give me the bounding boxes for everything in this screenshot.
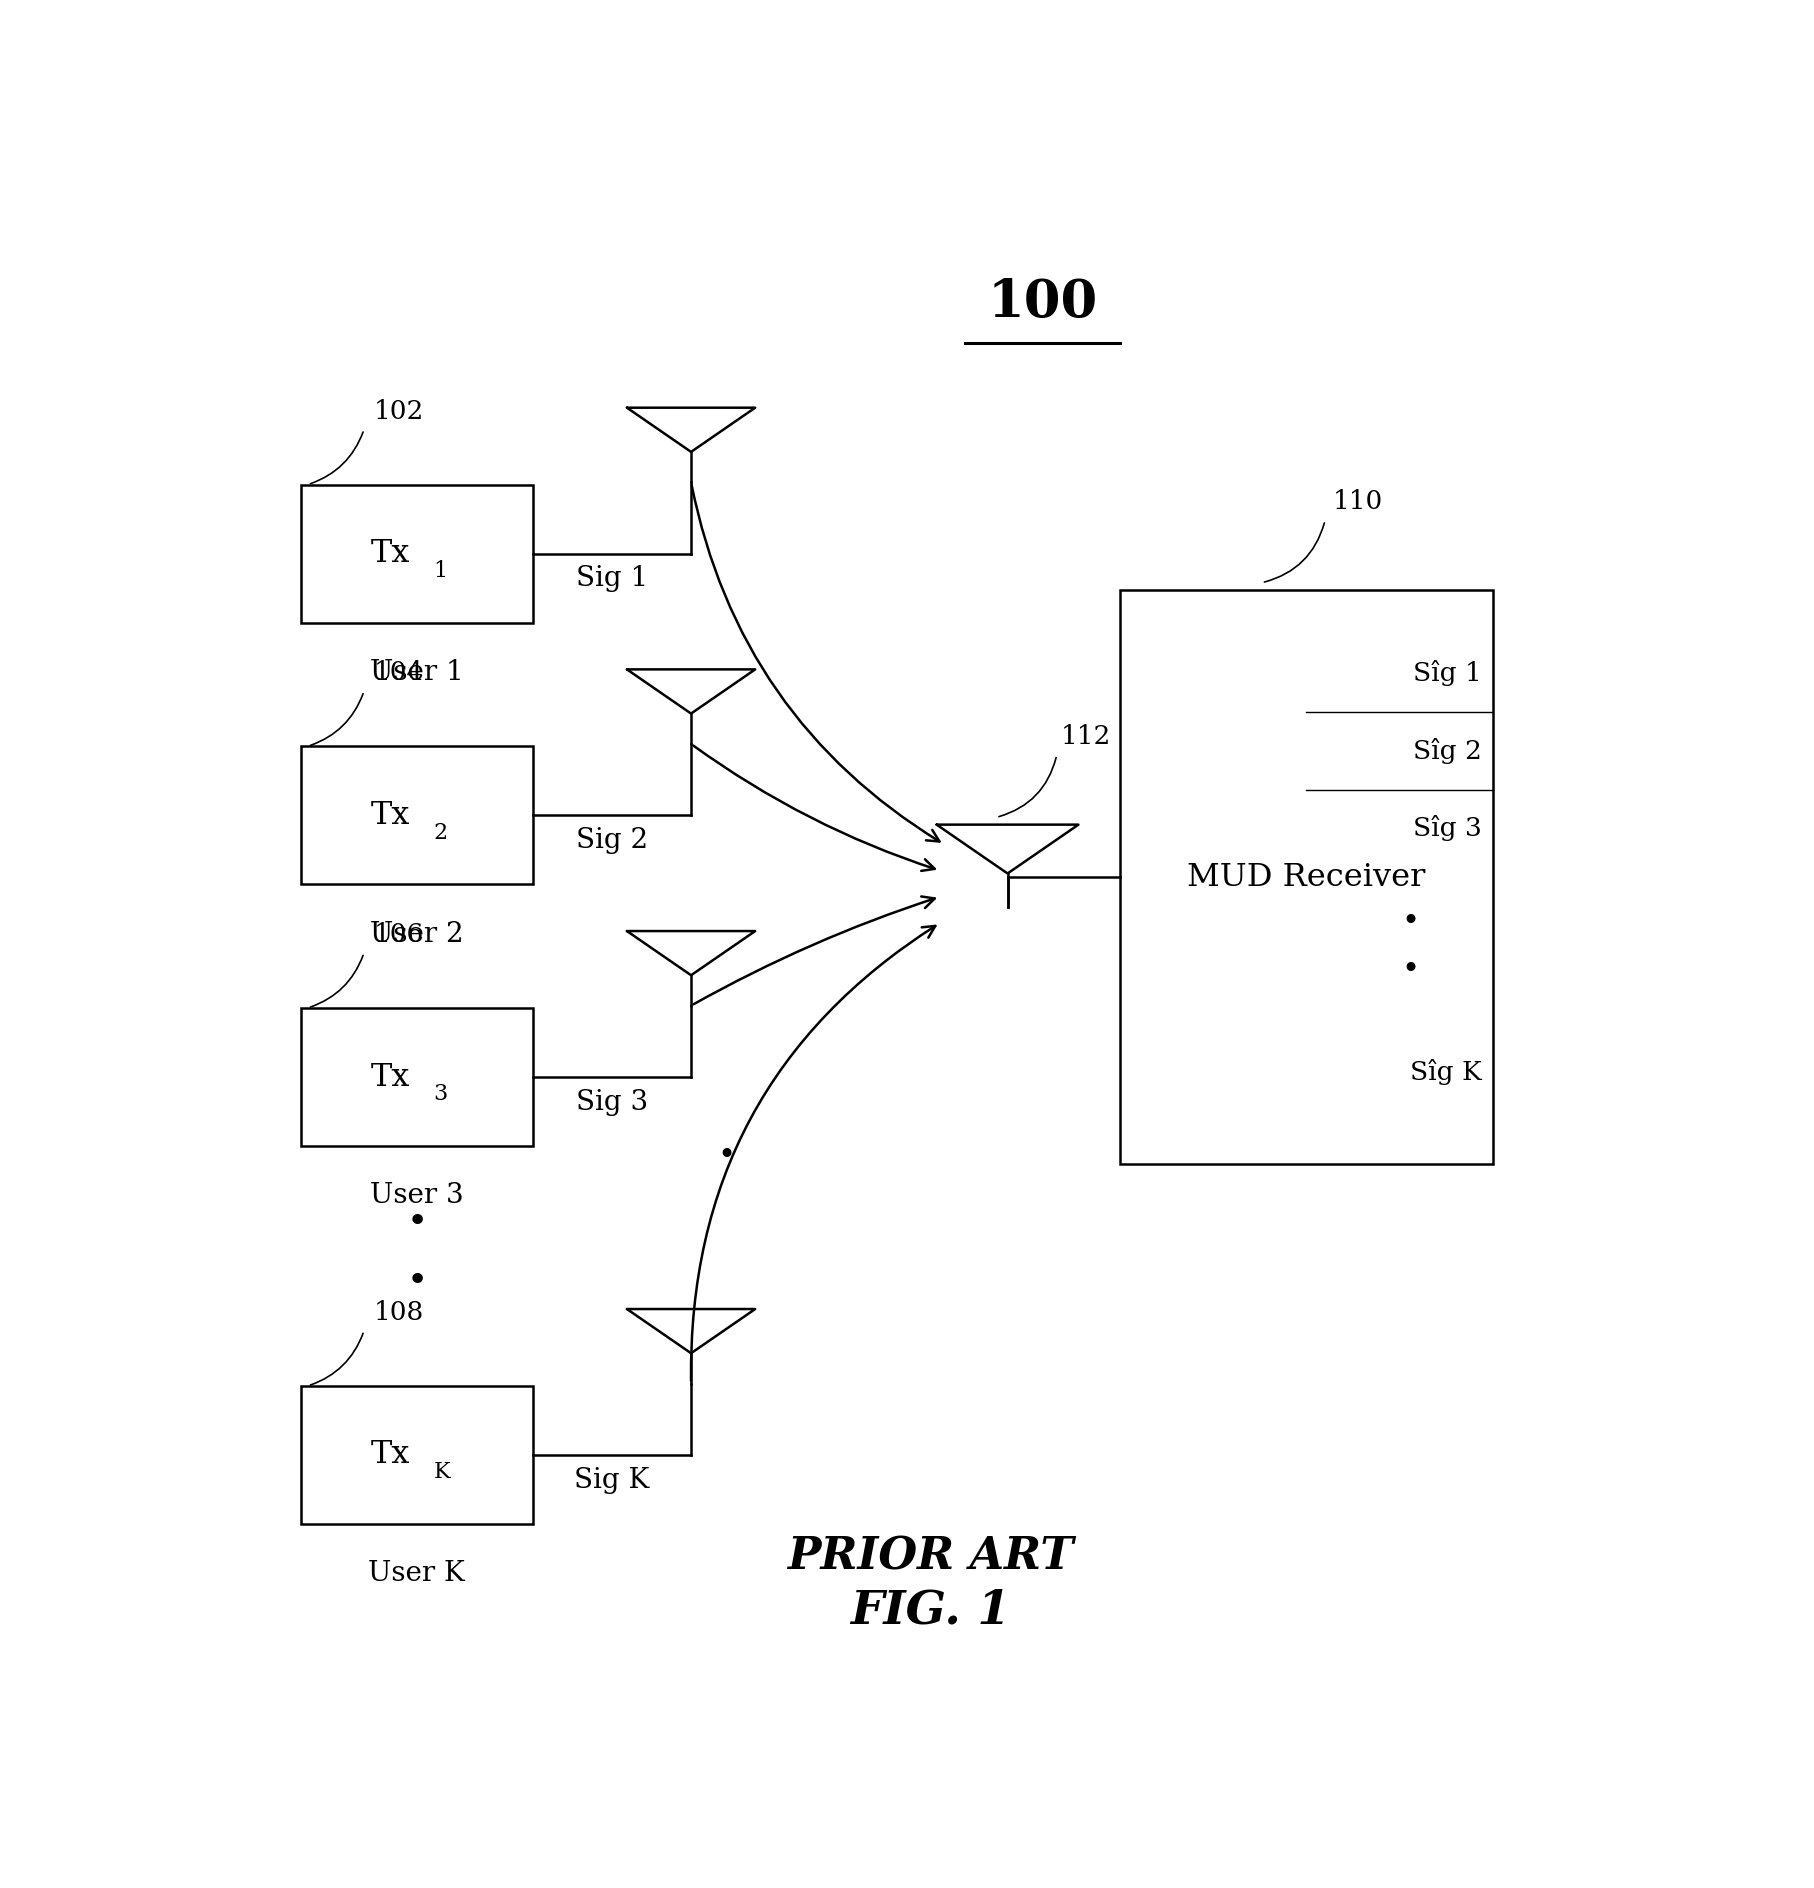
Text: Sîg 1: Sîg 1 bbox=[1411, 661, 1480, 685]
Text: Sîg 3: Sîg 3 bbox=[1411, 816, 1480, 842]
FancyBboxPatch shape bbox=[301, 1008, 533, 1146]
Text: Sig K: Sig K bbox=[573, 1467, 649, 1493]
Text: FIG. 1: FIG. 1 bbox=[849, 1588, 1010, 1633]
Text: Sîg 2: Sîg 2 bbox=[1411, 738, 1480, 765]
Text: 2: 2 bbox=[434, 821, 448, 844]
Text: 108: 108 bbox=[374, 1299, 424, 1325]
Text: •: • bbox=[406, 1263, 426, 1297]
Text: User 2: User 2 bbox=[370, 921, 463, 948]
Text: 100: 100 bbox=[987, 278, 1097, 329]
Text: 110: 110 bbox=[1331, 489, 1382, 514]
Text: •: • bbox=[1400, 906, 1419, 936]
Text: User 3: User 3 bbox=[370, 1182, 463, 1210]
Text: Sig 1: Sig 1 bbox=[575, 565, 648, 593]
Text: Tx: Tx bbox=[370, 1061, 410, 1093]
Text: Sig 2: Sig 2 bbox=[575, 827, 648, 853]
FancyBboxPatch shape bbox=[301, 746, 533, 884]
Text: 106: 106 bbox=[374, 921, 424, 948]
FancyBboxPatch shape bbox=[301, 485, 533, 623]
Text: PRIOR ART: PRIOR ART bbox=[787, 1535, 1072, 1578]
Text: Tx: Tx bbox=[370, 801, 410, 831]
Text: Sîg K: Sîg K bbox=[1409, 1059, 1480, 1086]
FancyBboxPatch shape bbox=[301, 1386, 533, 1524]
Text: •: • bbox=[1400, 955, 1419, 984]
Text: User 1: User 1 bbox=[370, 659, 463, 685]
Text: Sig 3: Sig 3 bbox=[575, 1089, 648, 1116]
Text: 3: 3 bbox=[434, 1084, 448, 1106]
Text: Tx: Tx bbox=[370, 1439, 410, 1471]
Text: •: • bbox=[717, 1142, 735, 1172]
FancyBboxPatch shape bbox=[1119, 589, 1491, 1165]
Text: MUD Receiver: MUD Receiver bbox=[1186, 861, 1424, 893]
Text: User K: User K bbox=[368, 1559, 464, 1588]
Text: Tx: Tx bbox=[370, 538, 410, 568]
Text: 112: 112 bbox=[1061, 723, 1110, 750]
Text: •: • bbox=[406, 1205, 426, 1239]
Text: K: K bbox=[434, 1461, 450, 1484]
Text: 1: 1 bbox=[434, 561, 448, 582]
Text: 102: 102 bbox=[374, 398, 424, 423]
Text: 104: 104 bbox=[374, 661, 424, 685]
